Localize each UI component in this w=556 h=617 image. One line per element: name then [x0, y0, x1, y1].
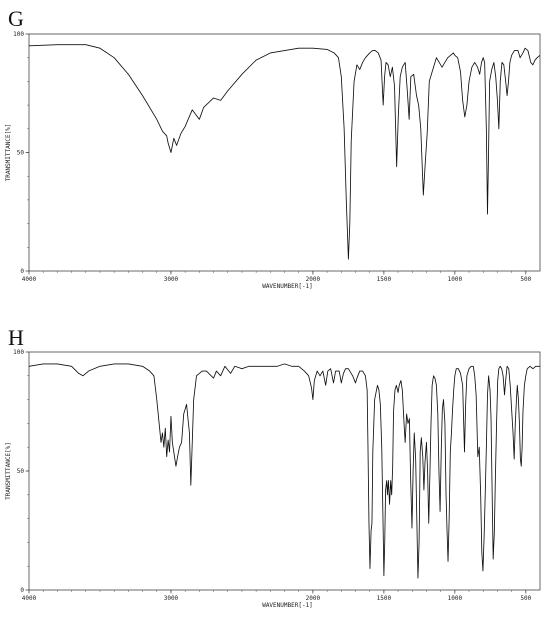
chart-1-plot-frame [28, 351, 541, 591]
chart-0-y-axis-title: TRANSMITTANCE[%] [5, 124, 12, 182]
chart-1-spectrum-line [28, 363, 540, 579]
chart-1-y-tick-label: 0 [20, 587, 24, 594]
spectrum-chart-g: 4000 3000 2000 1500 1000 500100500WAVENUMBER[… [5, 31, 541, 290]
chart-0-y-tick-label: 0 [20, 268, 24, 275]
chart-0-x-tick-label: 2000 [306, 276, 321, 283]
spectrum-chart-h: 4000 3000 2000 1500 1000 500100500WAVENUMBER[… [5, 349, 541, 609]
chart-0-spectrum-line [28, 44, 541, 260]
chart-0-x-tick-label: 1000 [448, 276, 463, 283]
chart-1-x-tick-label: 4000 [22, 595, 37, 602]
chart-0-x-tick-label: 1500 [377, 276, 392, 283]
chart-0-y-tick-label: 100 [13, 31, 24, 38]
chart-0-x-axis-title: WAVENUMBER[-1] [262, 283, 313, 290]
chart-1-y-tick-label: 50 [17, 468, 25, 475]
chart-1-y-tick-label: 100 [13, 349, 24, 356]
chart-1-x-tick-label: 3000 [164, 595, 179, 602]
chart-1-x-tick-label: 1500 [377, 595, 392, 602]
chart-1-x-tick-label: 1000 [448, 595, 463, 602]
chart-0-x-tick-label: 500 [520, 276, 531, 283]
chart-1-y-axis-title: TRANSMITTANCE[%] [5, 442, 12, 500]
chart-0-y-tick-label: 50 [17, 150, 25, 157]
chart-0-plot-frame [28, 33, 541, 272]
chart-0-x-tick-label: 3000 [164, 276, 179, 283]
chart-1-x-axis-title: WAVENUMBER[-1] [262, 602, 313, 609]
chart-0-x-tick-label: 4000 [22, 276, 37, 283]
chart-1-x-tick-label: 2000 [306, 595, 321, 602]
panel-label-g: G [8, 6, 24, 31]
panel-label-h: H [8, 325, 24, 350]
chart-1-x-tick-label: 500 [520, 595, 531, 602]
